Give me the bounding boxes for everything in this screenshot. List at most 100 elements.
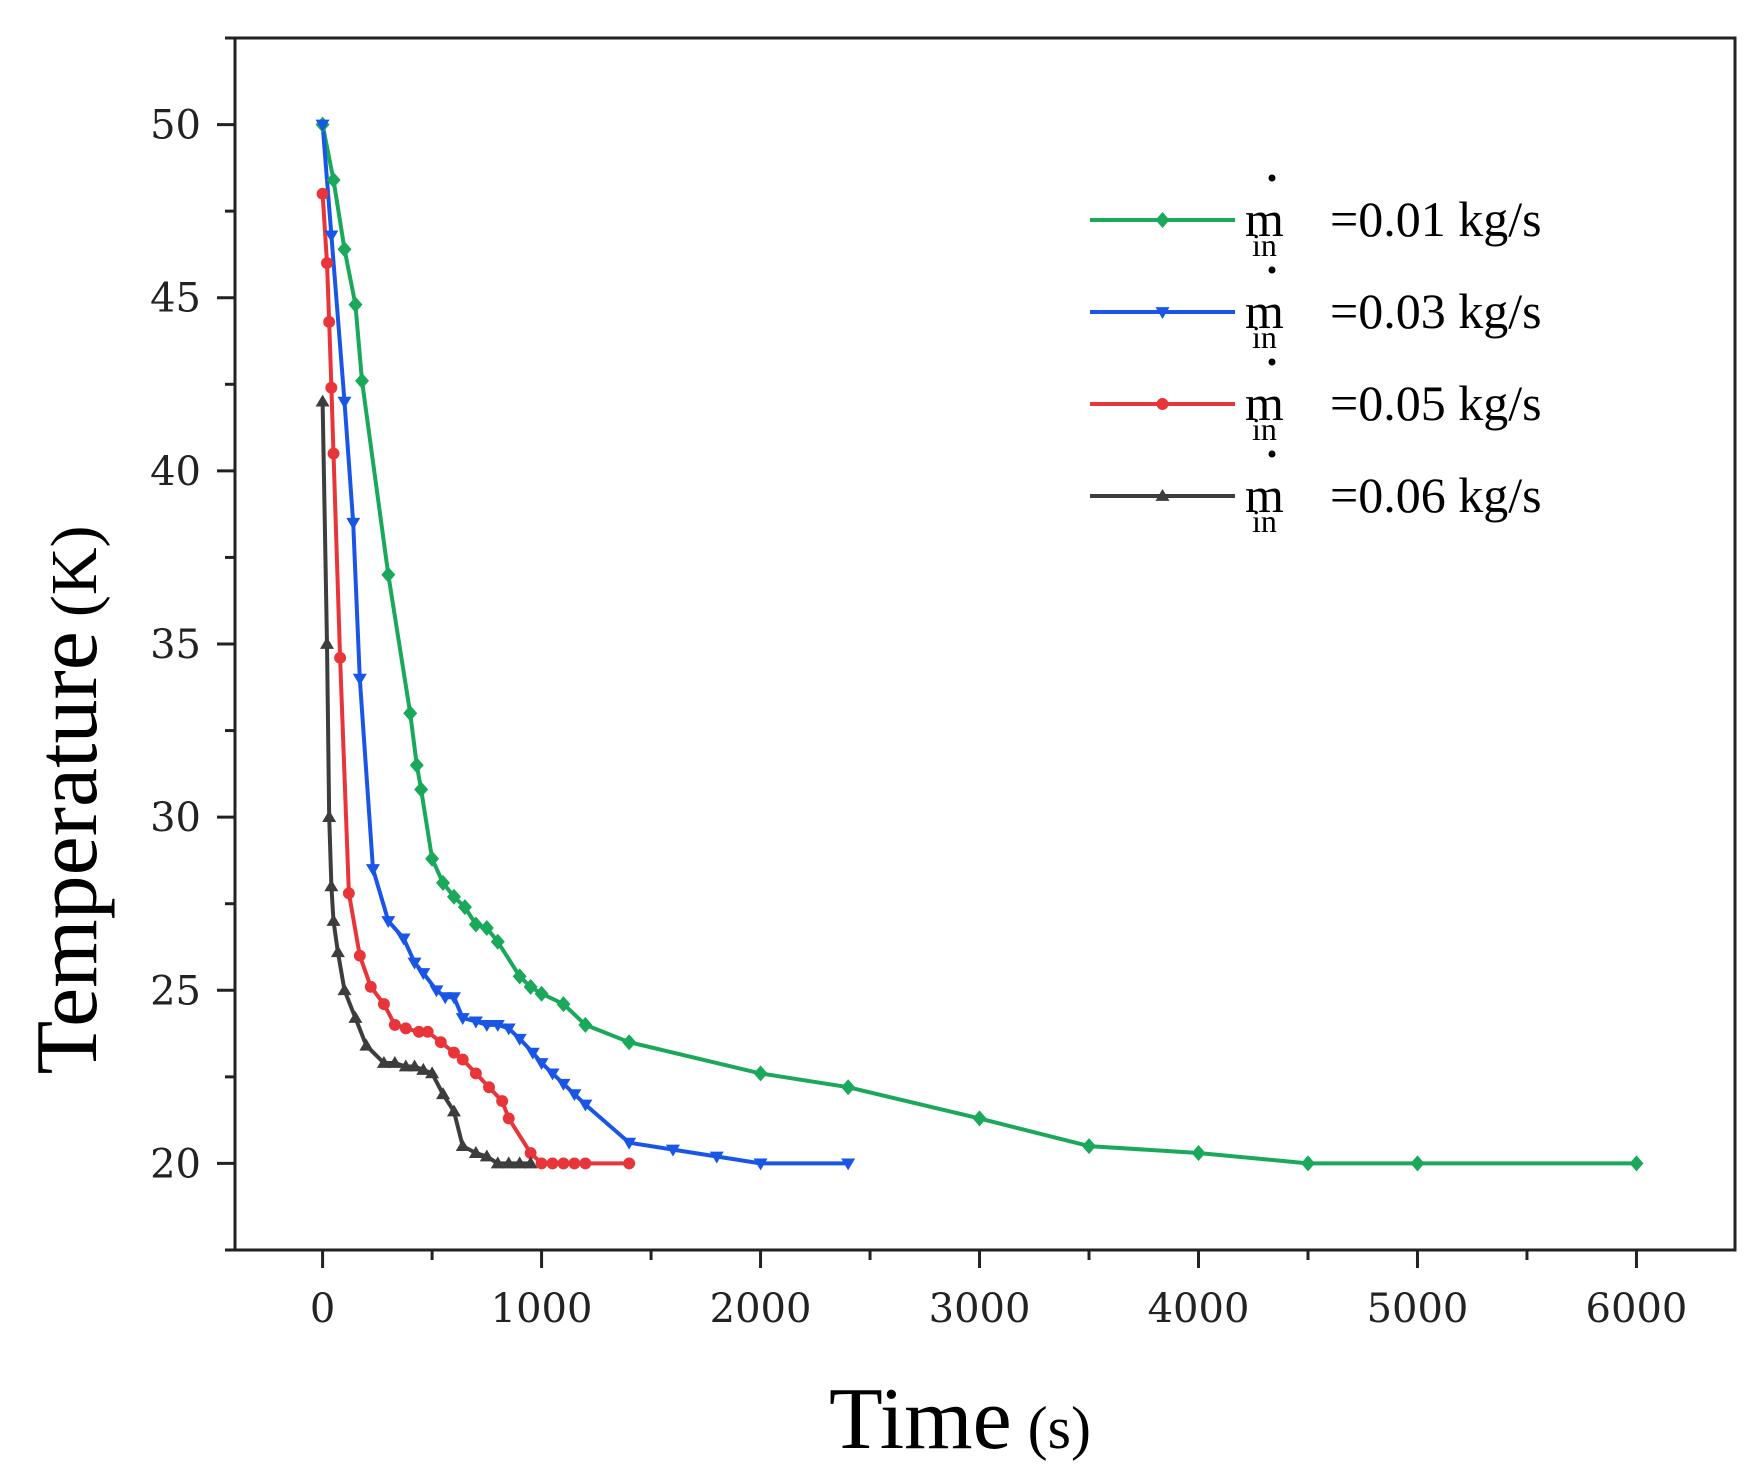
data-point	[337, 396, 352, 409]
data-point	[622, 1034, 637, 1051]
data-point	[429, 985, 444, 998]
data-point	[545, 1068, 560, 1081]
x-tick-label: 2000	[710, 1286, 812, 1332]
data-point	[556, 1078, 571, 1091]
legend-label: =0.03 kg/s	[1330, 283, 1542, 339]
legend-item-3: min =0.05 kg/s	[1090, 358, 1542, 447]
data-point	[455, 1139, 470, 1152]
data-point	[412, 1025, 425, 1038]
data-point	[376, 1056, 391, 1068]
x-tick-label: 4000	[1148, 1286, 1250, 1332]
y-tick-label: 40	[150, 449, 201, 495]
series-line-1	[320, 124, 1637, 1166]
data-point	[534, 1058, 549, 1071]
data-point	[319, 637, 334, 649]
data-point	[512, 1033, 527, 1046]
y-tick-label: 30	[150, 795, 201, 841]
data-point	[323, 316, 336, 328]
data-point	[665, 1144, 680, 1157]
legend-subscript: in	[1252, 227, 1277, 263]
data-point	[578, 1016, 593, 1033]
data-point	[709, 1151, 724, 1164]
axis-ticks: 0 1000 2000 3000 4000 5000 6000 20 25 30 35 40 45 50	[150, 36, 1688, 1332]
legend-subscript: in	[1252, 411, 1277, 447]
data-point	[396, 933, 411, 946]
data-point	[326, 171, 341, 188]
x-axis-title-main: Time	[829, 1371, 1012, 1468]
data-point	[501, 1156, 516, 1169]
data-point	[534, 985, 549, 1002]
x-axis-title-unit: (s)	[1028, 1395, 1091, 1461]
x-tick-label: 1000	[491, 1286, 593, 1332]
legend-subscript: in	[1252, 503, 1277, 539]
data-point	[446, 992, 461, 1005]
data-point	[568, 1157, 581, 1170]
series-lines	[320, 124, 1637, 1166]
data-point	[753, 1065, 768, 1082]
data-point	[972, 1110, 987, 1127]
series-markers	[315, 116, 1644, 1172]
legend-symbol: m	[1245, 283, 1284, 339]
legend-dot-accent	[1268, 174, 1276, 182]
x-tick-label: 5000	[1367, 1286, 1469, 1332]
data-point	[342, 887, 355, 900]
legend-dot-accent	[1268, 266, 1276, 274]
data-point	[1082, 1138, 1097, 1155]
data-point	[416, 968, 431, 980]
data-point	[468, 1146, 483, 1158]
data-point	[841, 1158, 856, 1171]
data-point	[434, 1036, 447, 1049]
legend-dot-accent	[1268, 358, 1276, 366]
data-point	[355, 372, 370, 389]
y-tick-label: 35	[150, 622, 201, 668]
data-point	[1155, 212, 1170, 228]
data-point	[455, 1013, 470, 1025]
series-line-2	[320, 124, 849, 1166]
data-point	[468, 916, 483, 933]
data-point	[398, 1059, 413, 1072]
data-point	[446, 888, 461, 905]
legend-symbol: m	[1245, 191, 1284, 247]
legend-symbol: m	[1245, 375, 1284, 431]
data-point	[407, 1059, 422, 1072]
data-point	[1155, 489, 1170, 501]
data-point	[556, 996, 571, 1013]
data-point	[479, 1149, 494, 1162]
y-axis-title-unit: (K)	[38, 526, 111, 618]
data-point	[535, 1157, 548, 1170]
data-point	[352, 673, 367, 686]
data-point	[502, 1112, 515, 1125]
data-point	[753, 1158, 768, 1171]
data-point	[468, 1016, 483, 1029]
data-point	[1155, 307, 1170, 319]
data-point	[479, 919, 494, 936]
data-point	[1156, 398, 1169, 410]
legend-label: =0.06 kg/s	[1330, 467, 1542, 523]
data-point	[490, 933, 505, 950]
data-point	[579, 1157, 592, 1170]
data-point	[438, 992, 453, 1005]
y-axis-title: Temperature (K)	[19, 526, 116, 1075]
data-point	[316, 187, 329, 200]
legend-dot-accent	[1268, 450, 1276, 458]
x-axis-title: Time (s)	[829, 1371, 1091, 1468]
data-point	[1300, 1155, 1315, 1172]
x-tick-label: 6000	[1586, 1286, 1688, 1332]
data-point	[501, 1023, 516, 1036]
data-point	[469, 1067, 482, 1080]
data-point	[359, 1038, 374, 1051]
data-point	[414, 781, 429, 798]
data-point	[525, 1047, 540, 1060]
data-point	[841, 1079, 856, 1096]
data-point	[546, 1157, 559, 1170]
y-tick-label: 20	[150, 1141, 201, 1187]
legend-item-4: min =0.06 kg/s	[1090, 450, 1542, 539]
legend-item-1: min =0.01 kg/s	[1090, 174, 1542, 263]
data-point	[457, 899, 472, 916]
data-point	[421, 1025, 434, 1038]
data-point	[623, 1157, 636, 1170]
data-point	[381, 916, 396, 929]
